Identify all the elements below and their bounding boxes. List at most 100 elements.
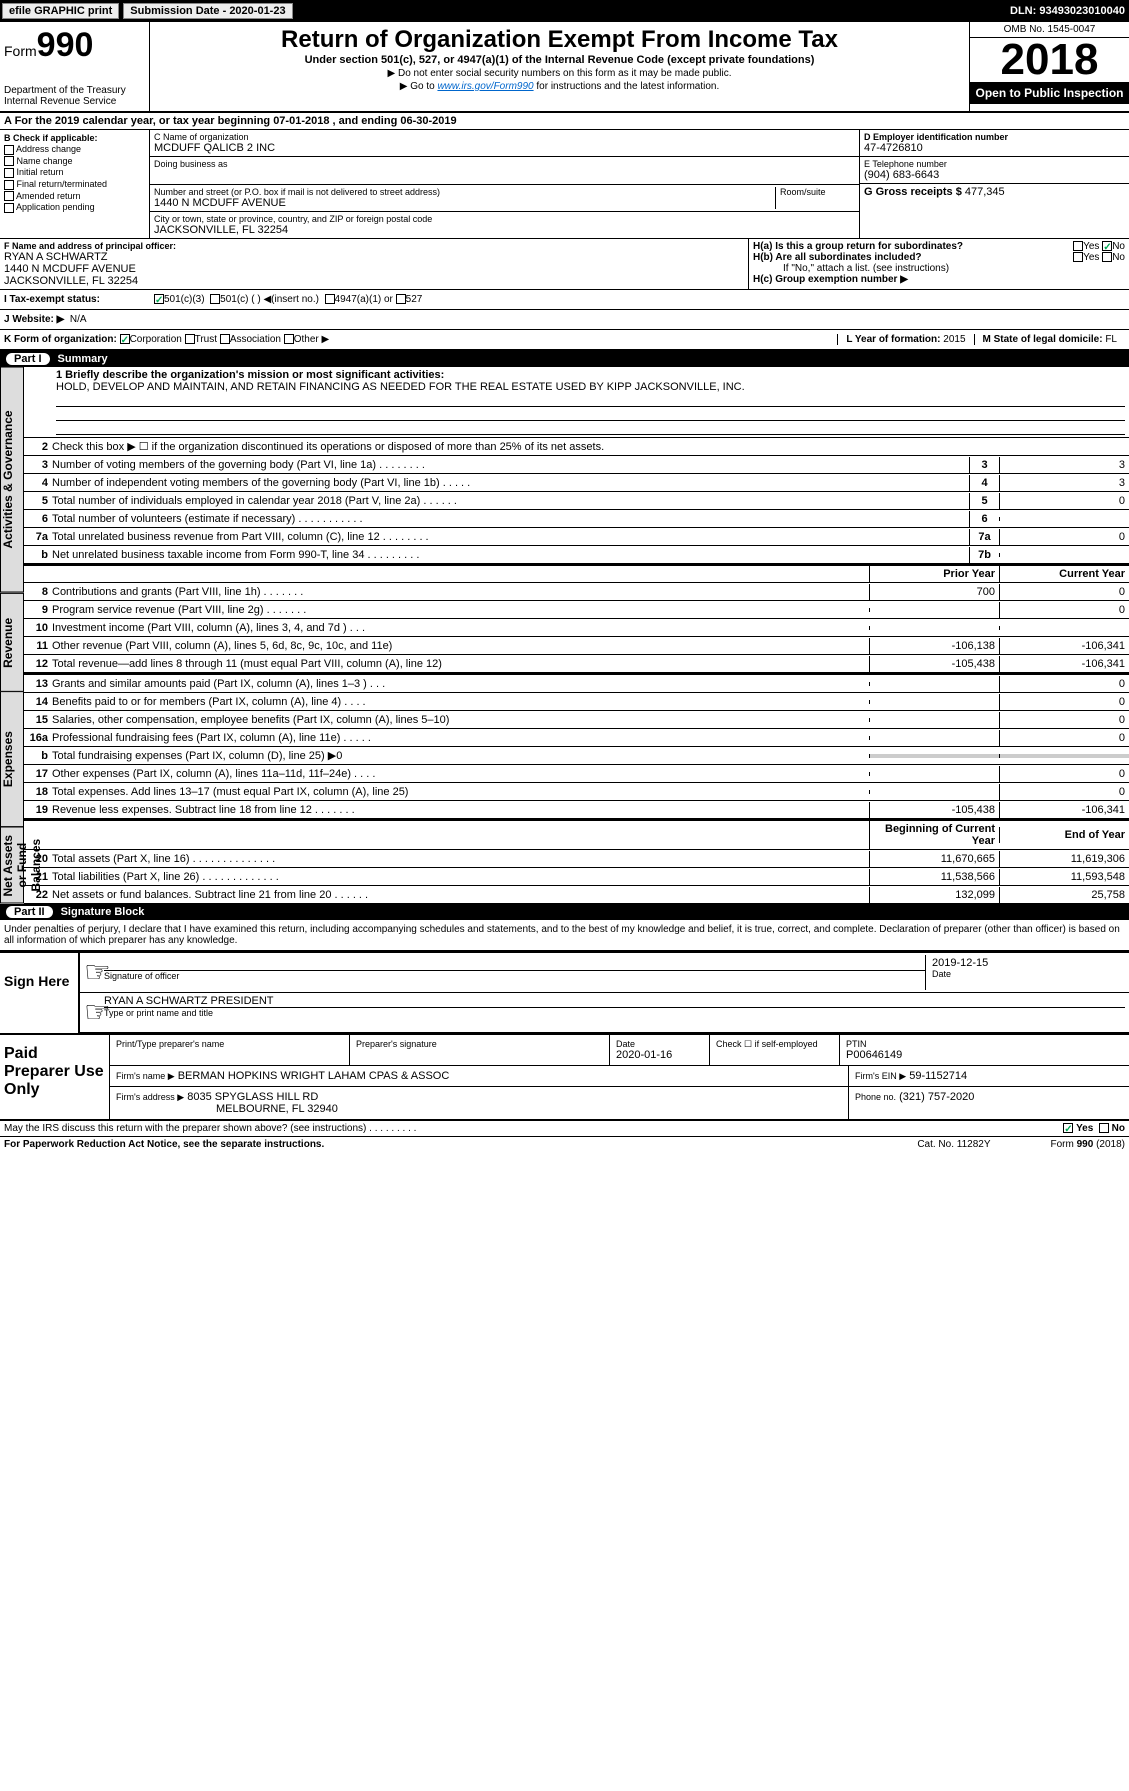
ein: 47-4726810 — [864, 142, 1125, 154]
checkbox-trust[interactable] — [185, 334, 195, 344]
summary-row: 12Total revenue—add lines 8 through 11 (… — [24, 655, 1129, 673]
summary-row: 17Other expenses (Part IX, column (A), l… — [24, 765, 1129, 783]
state-domicile: FL — [1105, 334, 1117, 345]
mission-block: 1 Briefly describe the organization's mi… — [24, 367, 1129, 438]
perjury-text: Under penalties of perjury, I declare th… — [0, 920, 1129, 951]
firm-address: 8035 SPYGLASS HILL RD — [187, 1091, 318, 1103]
row-k: K Form of organization: Corporation Trus… — [0, 330, 1129, 351]
firm-ein: 59-1152714 — [909, 1070, 967, 1082]
signature-arrow-icon: ☞ — [84, 995, 104, 1030]
firm-name: BERMAN HOPKINS WRIGHT LAHAM CPAS & ASSOC — [178, 1070, 450, 1082]
summary-row: 14Benefits paid to or for members (Part … — [24, 693, 1129, 711]
summary-row: 15Salaries, other compensation, employee… — [24, 711, 1129, 729]
signature-block: Sign Here ☞ Signature of officer 2019-12… — [0, 951, 1129, 1035]
summary-row: 8Contributions and grants (Part VIII, li… — [24, 583, 1129, 601]
section-f: F Name and address of principal officer:… — [0, 239, 749, 289]
form-title-block: Return of Organization Exempt From Incom… — [150, 22, 969, 111]
year-formation: 2015 — [943, 334, 965, 345]
officer-group-block: F Name and address of principal officer:… — [0, 239, 1129, 290]
summary-row: bTotal fundraising expenses (Part IX, co… — [24, 747, 1129, 765]
checkbox-association[interactable] — [220, 334, 230, 344]
identity-block: B Check if applicable: Address change Na… — [0, 130, 1129, 239]
year-block: OMB No. 1545-0047 2018 Open to Public In… — [969, 22, 1129, 111]
submission-date-button[interactable]: Submission Date - 2020-01-23 — [123, 3, 292, 19]
summary-row: 16aProfessional fundraising fees (Part I… — [24, 729, 1129, 747]
summary-row: 4Number of independent voting members of… — [24, 474, 1129, 492]
summary-row: 9Program service revenue (Part VIII, lin… — [24, 601, 1129, 619]
topbar: efile GRAPHIC print Submission Date - 20… — [0, 0, 1129, 22]
officer-printed-name: RYAN A SCHWARTZ PRESIDENT — [104, 995, 1125, 1008]
checkbox-501c3[interactable] — [154, 294, 164, 304]
summary-row: 19Revenue less expenses. Subtract line 1… — [24, 801, 1129, 819]
form-note1: ▶ Do not enter social security numbers o… — [158, 68, 961, 79]
row-j: J Website: ▶ N/A — [0, 310, 1129, 330]
checkbox-amended[interactable] — [4, 191, 14, 201]
summary-row: 20Total assets (Part X, line 16) . . . .… — [24, 850, 1129, 868]
checkbox-ha-no[interactable] — [1102, 241, 1112, 251]
checkbox-hb-yes[interactable] — [1073, 252, 1083, 262]
section-b: B Check if applicable: Address change Na… — [0, 130, 150, 238]
form-note2: ▶ Go to www.irs.gov/Form990 for instruct… — [158, 81, 961, 92]
summary-row: 10Investment income (Part VIII, column (… — [24, 619, 1129, 637]
section-h: H(a) Is this a group return for subordin… — [749, 239, 1129, 289]
inspection-label: Open to Public Inspection — [970, 82, 1129, 104]
checkbox-other[interactable] — [284, 334, 294, 344]
vtab-net-assets: Net Assets or Fund Balances — [0, 827, 24, 904]
org-name: MCDUFF QALICB 2 INC — [154, 142, 855, 154]
form-number-block: Form990 Department of the Treasury Inter… — [0, 22, 150, 111]
summary-row: 18Total expenses. Add lines 13–17 (must … — [24, 783, 1129, 801]
summary-row: 6Total number of volunteers (estimate if… — [24, 510, 1129, 528]
checkbox-discuss-no[interactable] — [1099, 1123, 1109, 1133]
signature-arrow-icon: ☞ — [84, 955, 104, 990]
part1-header: Part ISummary — [0, 351, 1129, 367]
paid-preparer-label: Paid Preparer Use Only — [0, 1035, 110, 1119]
gross-receipts: 477,345 — [965, 186, 1005, 198]
checkbox-ha-yes[interactable] — [1073, 241, 1083, 251]
summary-row: 13Grants and similar amounts paid (Part … — [24, 675, 1129, 693]
checkbox-application-pending[interactable] — [4, 203, 14, 213]
section-defg: D Employer identification number 47-4726… — [859, 130, 1129, 238]
checkbox-final-return[interactable] — [4, 180, 14, 190]
checkbox-527[interactable] — [396, 294, 406, 304]
form-subtitle: Under section 501(c), 527, or 4947(a)(1)… — [158, 54, 961, 66]
checkbox-address-change[interactable] — [4, 145, 14, 155]
efile-button[interactable]: efile GRAPHIC print — [2, 3, 119, 19]
vtab-expenses: Expenses — [0, 691, 24, 827]
discuss-row: May the IRS discuss this return with the… — [0, 1121, 1129, 1137]
summary-row: 3Number of voting members of the governi… — [24, 456, 1129, 474]
summary-row: 21Total liabilities (Part X, line 26) . … — [24, 868, 1129, 886]
paid-preparer-block: Paid Preparer Use Only Print/Type prepar… — [0, 1035, 1129, 1121]
website: N/A — [70, 314, 87, 325]
form-header: Form990 Department of the Treasury Inter… — [0, 22, 1129, 113]
checkbox-discuss-yes[interactable] — [1063, 1123, 1073, 1133]
preparer-date: 2020-01-16 — [616, 1049, 703, 1061]
checkbox-name-change[interactable] — [4, 156, 14, 166]
org-city: JACKSONVILLE, FL 32254 — [154, 224, 855, 236]
checkbox-hb-no[interactable] — [1102, 252, 1112, 262]
part2-header: Part IISignature Block — [0, 904, 1129, 920]
summary-row: 22Net assets or fund balances. Subtract … — [24, 886, 1129, 904]
period-row: A For the 2019 calendar year, or tax yea… — [0, 113, 1129, 130]
form-title: Return of Organization Exempt From Incom… — [158, 26, 961, 54]
checkbox-initial-return[interactable] — [4, 168, 14, 178]
dln-label: DLN: 93493023010040 — [1010, 5, 1129, 17]
form990-link[interactable]: www.irs.gov/Form990 — [437, 81, 533, 92]
checkbox-4947[interactable] — [325, 294, 335, 304]
summary-row: 11Other revenue (Part VIII, column (A), … — [24, 637, 1129, 655]
firm-phone: (321) 757-2020 — [899, 1091, 974, 1103]
mission-text: HOLD, DEVELOP AND MAINTAIN, AND RETAIN F… — [56, 381, 1125, 393]
summary-section: Activities & Governance Revenue Expenses… — [0, 367, 1129, 904]
checkbox-501c[interactable] — [210, 294, 220, 304]
sign-here-label: Sign Here — [0, 953, 80, 1033]
summary-row: 7aTotal unrelated business revenue from … — [24, 528, 1129, 546]
telephone: (904) 683-6643 — [864, 169, 1125, 181]
dept-label: Department of the Treasury Internal Reve… — [4, 85, 145, 107]
vtab-revenue: Revenue — [0, 593, 24, 692]
summary-row: bNet unrelated business taxable income f… — [24, 546, 1129, 564]
row-i: I Tax-exempt status: 501(c)(3) 501(c) ( … — [0, 290, 1129, 310]
tax-year: 2018 — [970, 38, 1129, 82]
checkbox-corporation[interactable] — [120, 334, 130, 344]
summary-row: 5Total number of individuals employed in… — [24, 492, 1129, 510]
footer-row: For Paperwork Reduction Act Notice, see … — [0, 1137, 1129, 1152]
signature-date: 2019-12-15 — [932, 957, 1119, 969]
